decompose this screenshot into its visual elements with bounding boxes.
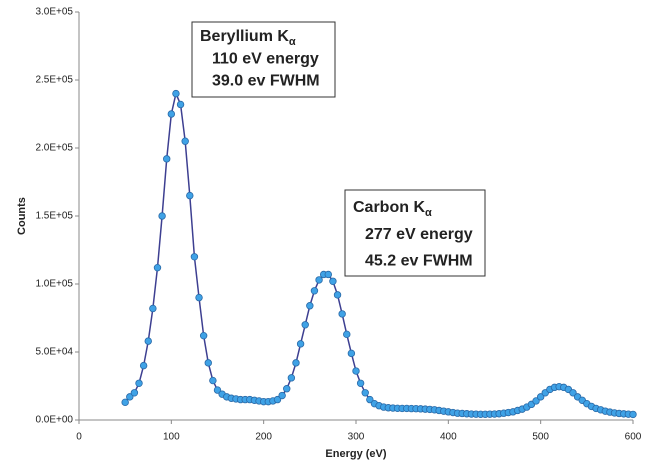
data-point — [356, 379, 365, 387]
annotation-subscript: α — [425, 207, 432, 219]
y-tick-label: 3.0E+05 — [35, 7, 73, 18]
annotation-text: Carbon Kα — [353, 199, 432, 219]
data-point — [347, 349, 356, 358]
data-point — [361, 389, 369, 397]
data-point — [629, 410, 637, 419]
annotation-text: Beryllium K — [200, 28, 289, 45]
annotation-box — [191, 21, 336, 98]
y-tick-label: 0.0E+00 — [35, 415, 73, 426]
data-point — [315, 276, 323, 284]
y-tick-label: 1.0E+05 — [35, 279, 73, 290]
data-point — [186, 191, 194, 200]
data-point — [301, 321, 309, 329]
data-point — [287, 374, 296, 382]
data-point — [338, 310, 346, 318]
data-point — [329, 277, 337, 285]
data-point — [130, 389, 139, 397]
annotation: Beryllium Kα 110 eV energy 39.0 ev FWHM — [191, 21, 336, 98]
annotation: Carbon Kα 277 eV energy 45.2 ev FWHM — [344, 189, 486, 277]
x-tick-label: 600 — [625, 432, 642, 443]
data-point — [292, 359, 300, 367]
y-axis-label: Counts — [16, 197, 28, 235]
annotation-text: 45.2 ev FWHM — [365, 253, 473, 270]
data-point — [209, 376, 217, 385]
data-point — [176, 100, 185, 109]
y-tick-label: 5.0E+04 — [35, 347, 73, 358]
data-point — [283, 385, 291, 393]
x-tick-label: 0 — [76, 432, 82, 443]
data-point — [121, 398, 129, 407]
y-tick-label: 2.0E+05 — [35, 143, 73, 154]
data-point — [343, 330, 351, 339]
data-point — [273, 395, 282, 404]
data-point — [195, 293, 203, 302]
data-point — [366, 395, 374, 404]
x-tick-label: 300 — [348, 432, 365, 443]
y-tick-label: 1.5E+05 — [35, 211, 73, 222]
annotation-box — [344, 189, 486, 277]
data-point — [569, 389, 577, 397]
data-point — [213, 386, 222, 394]
data-point — [144, 337, 152, 345]
data-point — [333, 291, 342, 299]
data-point — [153, 263, 162, 272]
annotation-text: 110 eV energy — [212, 50, 319, 67]
data-point — [190, 253, 199, 261]
annotation-text: 277 eV energy — [365, 226, 473, 243]
annotation-text: Beryllium Kα — [200, 28, 296, 48]
data-point — [149, 304, 157, 313]
data-point — [199, 331, 208, 340]
annotation-text: 39.0 ev FWHM — [212, 72, 320, 89]
data-point — [139, 361, 148, 370]
y-tick-label: 2.5E+05 — [35, 75, 73, 86]
data-point — [135, 379, 143, 387]
x-tick-label: 200 — [255, 432, 272, 443]
data-point — [158, 212, 166, 220]
data-point — [181, 137, 189, 145]
x-tick-label: 500 — [532, 432, 549, 443]
x-tick-label: 400 — [440, 432, 457, 443]
x-tick-label: 100 — [163, 432, 180, 443]
data-point — [306, 302, 314, 310]
data-point — [204, 359, 212, 367]
x-axis-label: Energy (eV) — [325, 448, 386, 460]
data-point — [126, 393, 134, 401]
data-point — [296, 340, 305, 348]
annotation-subscript: α — [289, 36, 296, 48]
data-point — [352, 367, 360, 375]
data-point — [324, 270, 332, 279]
data-point — [536, 393, 545, 401]
data-point — [278, 391, 286, 400]
data-point — [172, 89, 180, 98]
data-point — [310, 287, 319, 295]
annotation-text: Carbon K — [353, 199, 425, 216]
data-point — [167, 110, 176, 118]
data-point — [163, 155, 171, 163]
data-point — [532, 397, 540, 405]
